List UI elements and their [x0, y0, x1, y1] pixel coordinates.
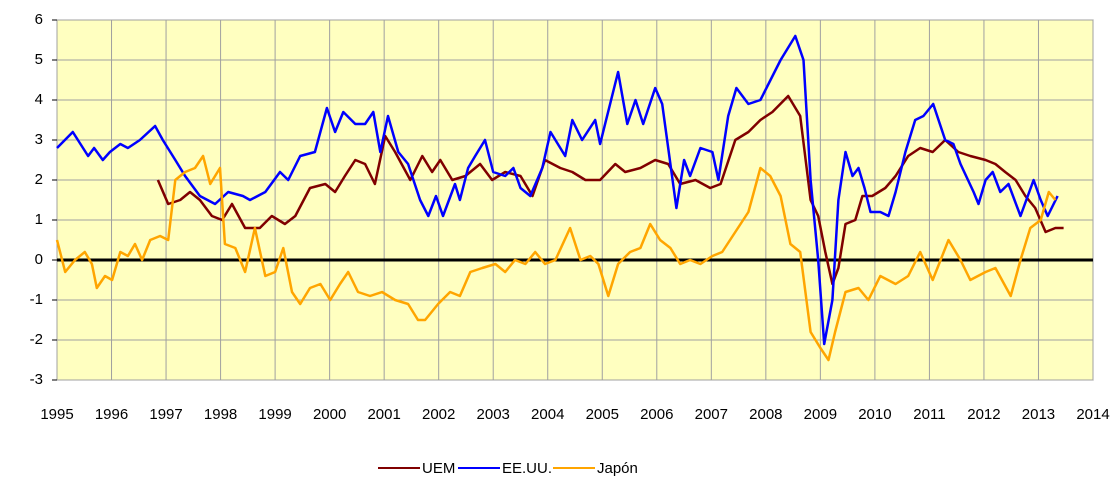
- y-tick-label: 6: [35, 11, 43, 28]
- y-tick-label: 2: [35, 171, 43, 188]
- y-tick-label: 3: [35, 131, 43, 148]
- y-tick-label: 0: [35, 251, 43, 268]
- x-tick-label: 1998: [204, 406, 237, 423]
- legend-label: Japón: [597, 460, 638, 477]
- x-tick-label: 1996: [95, 406, 128, 423]
- x-tick-label: 2013: [1022, 406, 1055, 423]
- x-tick-label: 2012: [967, 406, 1000, 423]
- y-tick-label: 1: [35, 211, 43, 228]
- y-tick-label: 4: [35, 91, 43, 108]
- x-tick-label: 2007: [695, 406, 728, 423]
- x-tick-label: 2008: [749, 406, 782, 423]
- x-tick-label: 2011: [913, 406, 945, 423]
- x-tick-label: 1997: [149, 406, 182, 423]
- plot-area: [56, 19, 1094, 381]
- y-tick-label: -2: [30, 331, 43, 348]
- x-tick-label: 2014: [1076, 406, 1109, 423]
- y-tick-label: 5: [35, 51, 43, 68]
- legend-label: EE.UU.: [502, 460, 552, 477]
- line-series: [156, 94, 1064, 286]
- x-tick-label: 2003: [477, 406, 510, 423]
- line-series: [56, 34, 1059, 346]
- x-tick-label: 1999: [258, 406, 291, 423]
- x-tick-label: 2010: [858, 406, 891, 423]
- x-tick-label: 2006: [640, 406, 673, 423]
- x-tick-label: 2002: [422, 406, 455, 423]
- y-tick-label: -1: [30, 291, 43, 308]
- x-tick-label: 2004: [531, 406, 564, 423]
- x-tick-label: 2009: [804, 406, 837, 423]
- x-tick-label: 2005: [586, 406, 619, 423]
- x-tick-label: 2000: [313, 406, 346, 423]
- x-tick-label: 2001: [367, 406, 400, 423]
- line-series: [55, 154, 1057, 362]
- y-tick-label: -3: [30, 371, 43, 388]
- x-tick-label: 1995: [40, 406, 73, 423]
- legend-label: UEM: [422, 460, 455, 477]
